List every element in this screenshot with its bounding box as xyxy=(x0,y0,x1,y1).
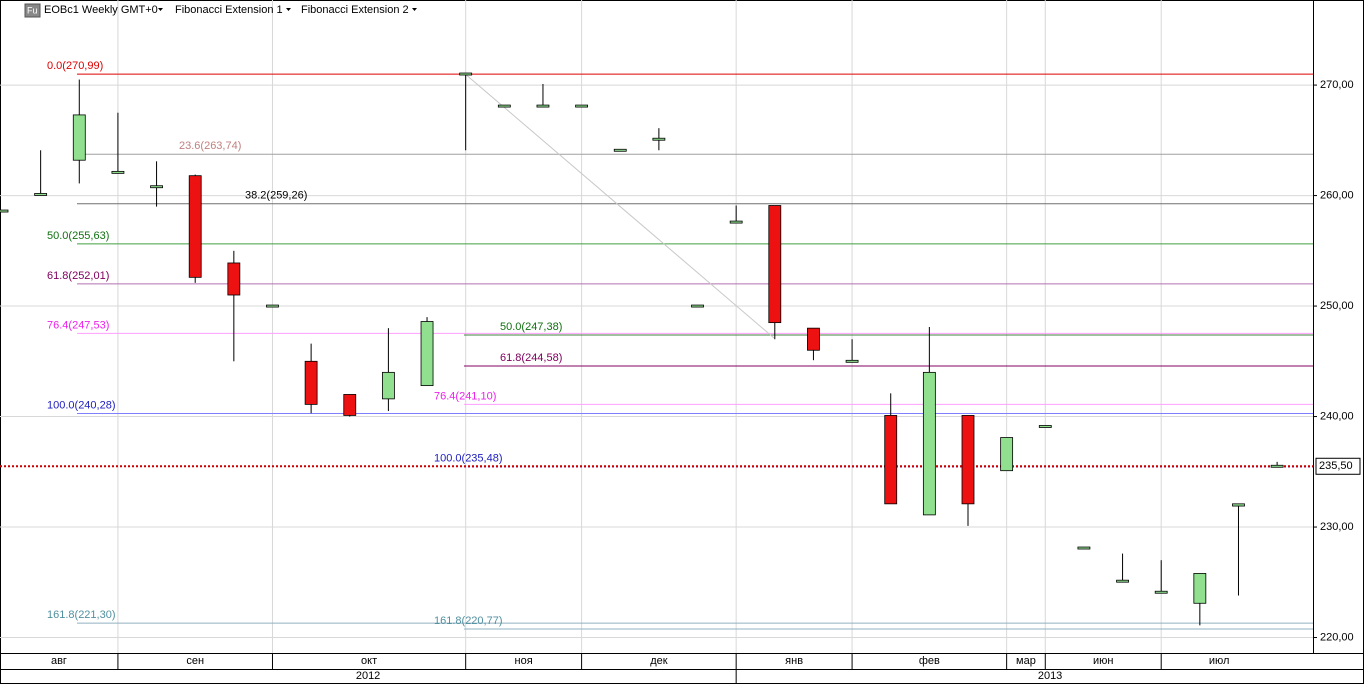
candle-body xyxy=(188,175,202,278)
y-tick-label: 230,00 xyxy=(1320,521,1354,533)
fib-label: 100.0(235,48) xyxy=(434,452,503,464)
candle-body xyxy=(420,321,434,387)
candle-body xyxy=(575,104,588,108)
fib-lines: 0.0(270,99) 23.6(263,74) 38.2(259,26) 50.0(… xyxy=(0,60,1313,630)
y-tick-label: 270,00 xyxy=(1320,79,1354,91)
fib-label: 61.8(244,58) xyxy=(500,352,562,364)
candle-body xyxy=(497,104,511,108)
y-tick-label: 240,00 xyxy=(1320,410,1354,422)
symbol[interactable]: EOBc1 Weekly GMT+0 xyxy=(44,4,158,16)
y-tick-label: 260,00 xyxy=(1320,189,1354,201)
candle-body xyxy=(1270,464,1284,468)
fib-label: 76.4(241,10) xyxy=(434,390,496,402)
candle-body xyxy=(652,137,666,141)
x-tick-label: ноя xyxy=(515,655,533,667)
indicator[interactable]: Fibonacci Extension 1 xyxy=(175,4,283,16)
candle-body xyxy=(227,262,241,296)
candle-body xyxy=(845,359,859,363)
candle-body xyxy=(459,72,473,76)
candles xyxy=(0,72,1284,626)
candle-body xyxy=(691,304,704,308)
candle-body xyxy=(729,220,743,224)
candle-body xyxy=(536,104,550,108)
candle-body xyxy=(72,114,86,161)
candle-body xyxy=(0,209,9,213)
x-tick-label: мар xyxy=(1016,655,1036,667)
fib-label: 0.0(270,99) xyxy=(47,60,103,72)
y-tick-label: 250,00 xyxy=(1320,300,1354,312)
candle-body xyxy=(768,205,782,324)
indicator[interactable]: Fibonacci Extension 2 xyxy=(301,4,409,16)
fib-label: 61.8(252,01) xyxy=(47,270,109,282)
x-tick-label: июл xyxy=(1209,655,1230,667)
fib-label: 38.2(259,26) xyxy=(245,190,307,202)
x-tick-label: фев xyxy=(919,655,940,667)
candle-body xyxy=(807,327,820,351)
fib-label: 161.8(221,30) xyxy=(47,609,116,621)
icon[interactable] xyxy=(24,3,41,18)
candle-body xyxy=(381,371,395,400)
fib-label: 50.0(247,38) xyxy=(500,321,562,333)
candle-body xyxy=(1193,573,1207,604)
x-tick-label: окт xyxy=(361,655,377,667)
candle-body xyxy=(922,371,936,516)
candle-body xyxy=(613,148,627,152)
candle-body xyxy=(1077,546,1091,550)
x-tick-label: янв xyxy=(785,655,803,667)
last-price-label: 235,50 xyxy=(1319,460,1353,472)
candle-body xyxy=(1154,590,1168,594)
candle-body xyxy=(1000,437,1014,472)
candle-body xyxy=(304,360,318,405)
dropdown-arrows xyxy=(158,8,417,11)
candle-body xyxy=(34,193,48,196)
y-tick-label: 220,00 xyxy=(1320,631,1354,643)
fib-label: 23.6(263,74) xyxy=(179,140,241,152)
candle-body xyxy=(1038,425,1052,428)
candle-body xyxy=(884,415,898,505)
x-tick-label: авг xyxy=(51,655,67,667)
candle-body xyxy=(150,185,163,189)
x-tick-label: сен xyxy=(186,655,204,667)
fib-label: 161.8(220,77) xyxy=(434,615,503,627)
trend-line xyxy=(463,72,775,339)
candle-body xyxy=(1232,503,1245,507)
candle-body xyxy=(961,415,975,505)
last-price-box xyxy=(1315,457,1361,475)
icon-label: Fu xyxy=(27,5,38,15)
candle-body xyxy=(1116,579,1129,583)
fib-label: 100.0(240,28) xyxy=(47,399,116,411)
candle-body xyxy=(111,170,125,174)
x-tick-label: дек xyxy=(650,655,668,667)
x-tick-label: июн xyxy=(1093,655,1113,667)
axes: 220,00 230,00 240,00 250,00 260,00 270,00 авг с… xyxy=(51,79,1361,684)
year-label: 2012 xyxy=(356,670,380,682)
candle-body xyxy=(266,304,279,308)
year-label: 2013 xyxy=(1038,670,1062,682)
fib-label: 50.0(255,63) xyxy=(47,230,109,242)
fib-label: 76.4(247,53) xyxy=(47,319,109,331)
candle-body xyxy=(343,394,357,416)
